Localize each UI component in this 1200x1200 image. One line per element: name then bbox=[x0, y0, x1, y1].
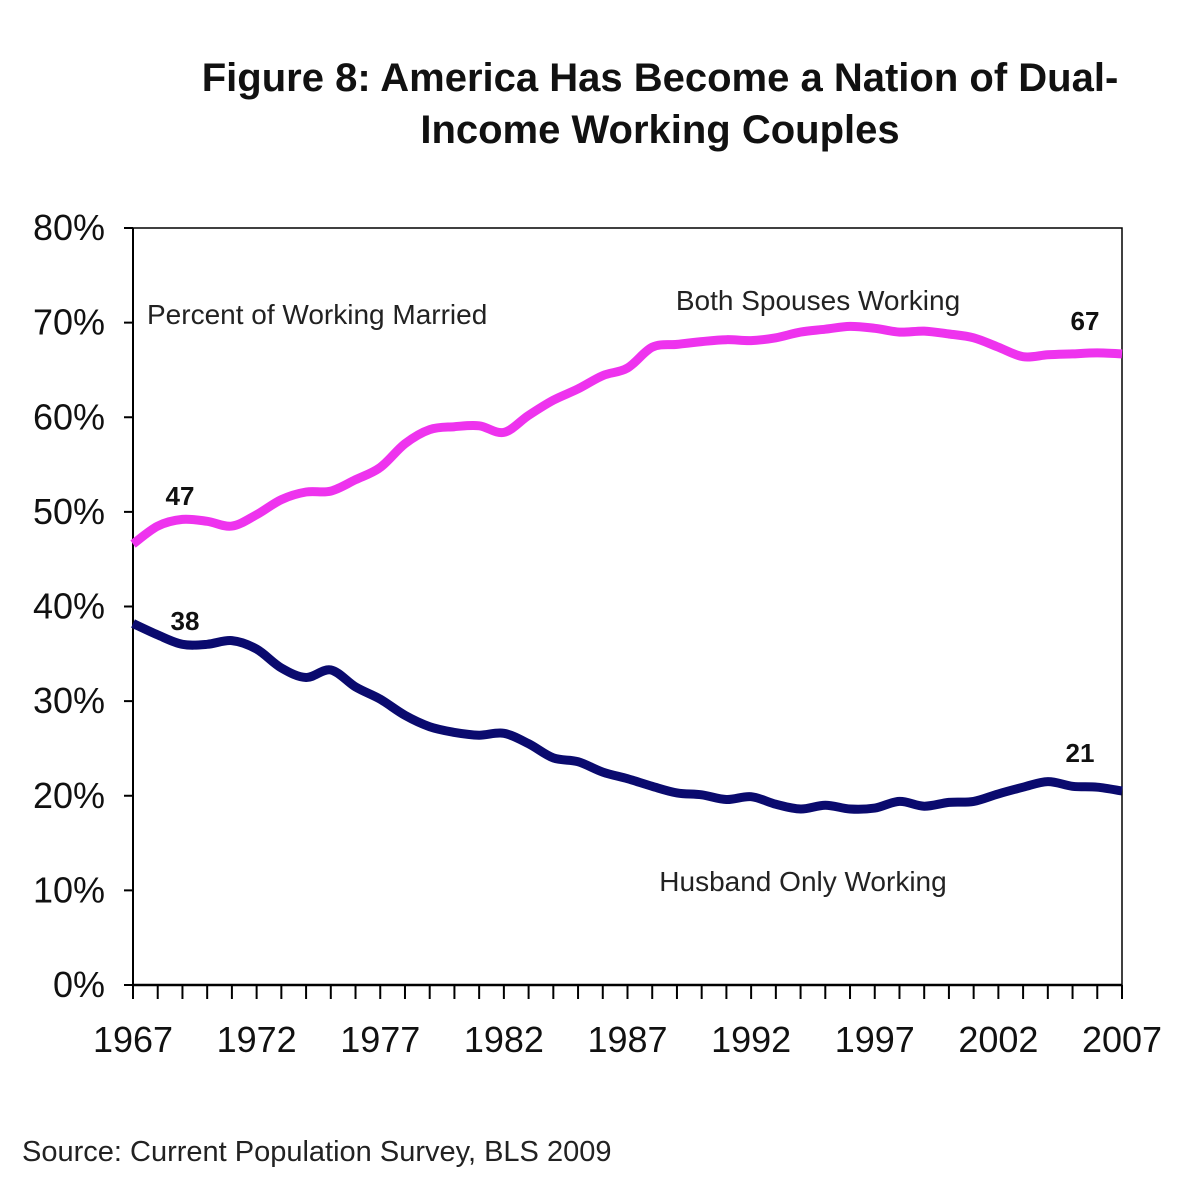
data-label-husband-end: 21 bbox=[1066, 738, 1095, 768]
series-label-husband-only: Husband Only Working bbox=[659, 866, 946, 897]
x-tick-label: 1977 bbox=[340, 1019, 420, 1060]
x-tick-label: 1997 bbox=[835, 1019, 915, 1060]
source-note: Source: Current Population Survey, BLS 2… bbox=[22, 1136, 612, 1168]
both-spouses-line bbox=[130, 321, 1123, 548]
x-tick-label: 2002 bbox=[958, 1019, 1038, 1060]
x-tick-label: 1967 bbox=[93, 1019, 173, 1060]
chart-title-line-1: Figure 8: America Has Become a Nation of… bbox=[201, 56, 1119, 100]
y-tick-label: 50% bbox=[33, 491, 105, 532]
x-tick-label: 1972 bbox=[217, 1019, 297, 1060]
x-tick-label: 1992 bbox=[711, 1019, 791, 1060]
husband-only-line bbox=[131, 619, 1123, 814]
y-tick-label: 0% bbox=[53, 964, 105, 1005]
x-tick-label: 2007 bbox=[1082, 1019, 1162, 1060]
line-chart: 0% 10% 20% 30% 40% 50% 60% 70% 80% 1967 1972 1977 19… bbox=[33, 207, 1162, 1060]
chart-title: Figure 8: America Has Become a Nation of… bbox=[120, 52, 1200, 156]
data-label-both-start: 47 bbox=[166, 481, 195, 511]
data-label-both-end: 67 bbox=[1071, 306, 1100, 336]
y-tick-label: 40% bbox=[33, 586, 105, 627]
x-tick-label: 1982 bbox=[464, 1019, 544, 1060]
y-tick-label: 70% bbox=[33, 302, 105, 343]
data-label-husband-start: 38 bbox=[171, 606, 200, 636]
y-tick-label: 80% bbox=[33, 207, 105, 248]
y-tick-label: 60% bbox=[33, 396, 105, 437]
y-tick-label: 20% bbox=[33, 775, 105, 816]
x-tick-label: 1987 bbox=[587, 1019, 667, 1060]
y-tick-label: 10% bbox=[33, 869, 105, 910]
series-label-both-spouses: Both Spouses Working bbox=[676, 285, 960, 316]
annotation-percent-working-married: Percent of Working Married bbox=[147, 299, 487, 330]
y-tick-label: 30% bbox=[33, 680, 105, 721]
chart-title-line-2: Income Working Couples bbox=[420, 108, 900, 152]
